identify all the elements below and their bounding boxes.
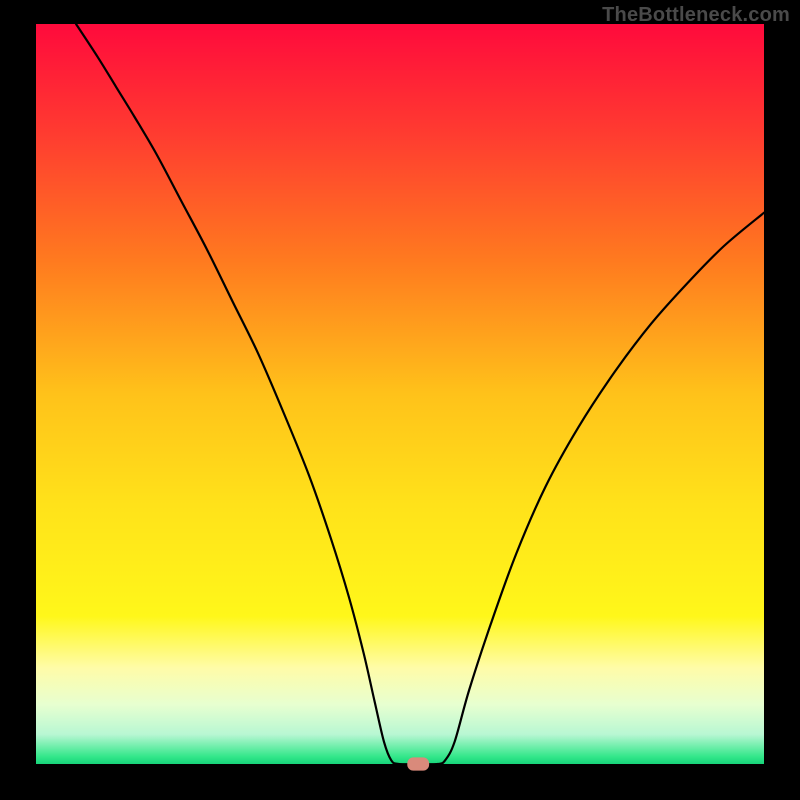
chart-stage: TheBottleneck.com	[0, 0, 800, 800]
bottleneck-chart	[0, 0, 800, 800]
optimal-point-marker	[407, 757, 429, 770]
watermark-text: TheBottleneck.com	[602, 4, 790, 27]
